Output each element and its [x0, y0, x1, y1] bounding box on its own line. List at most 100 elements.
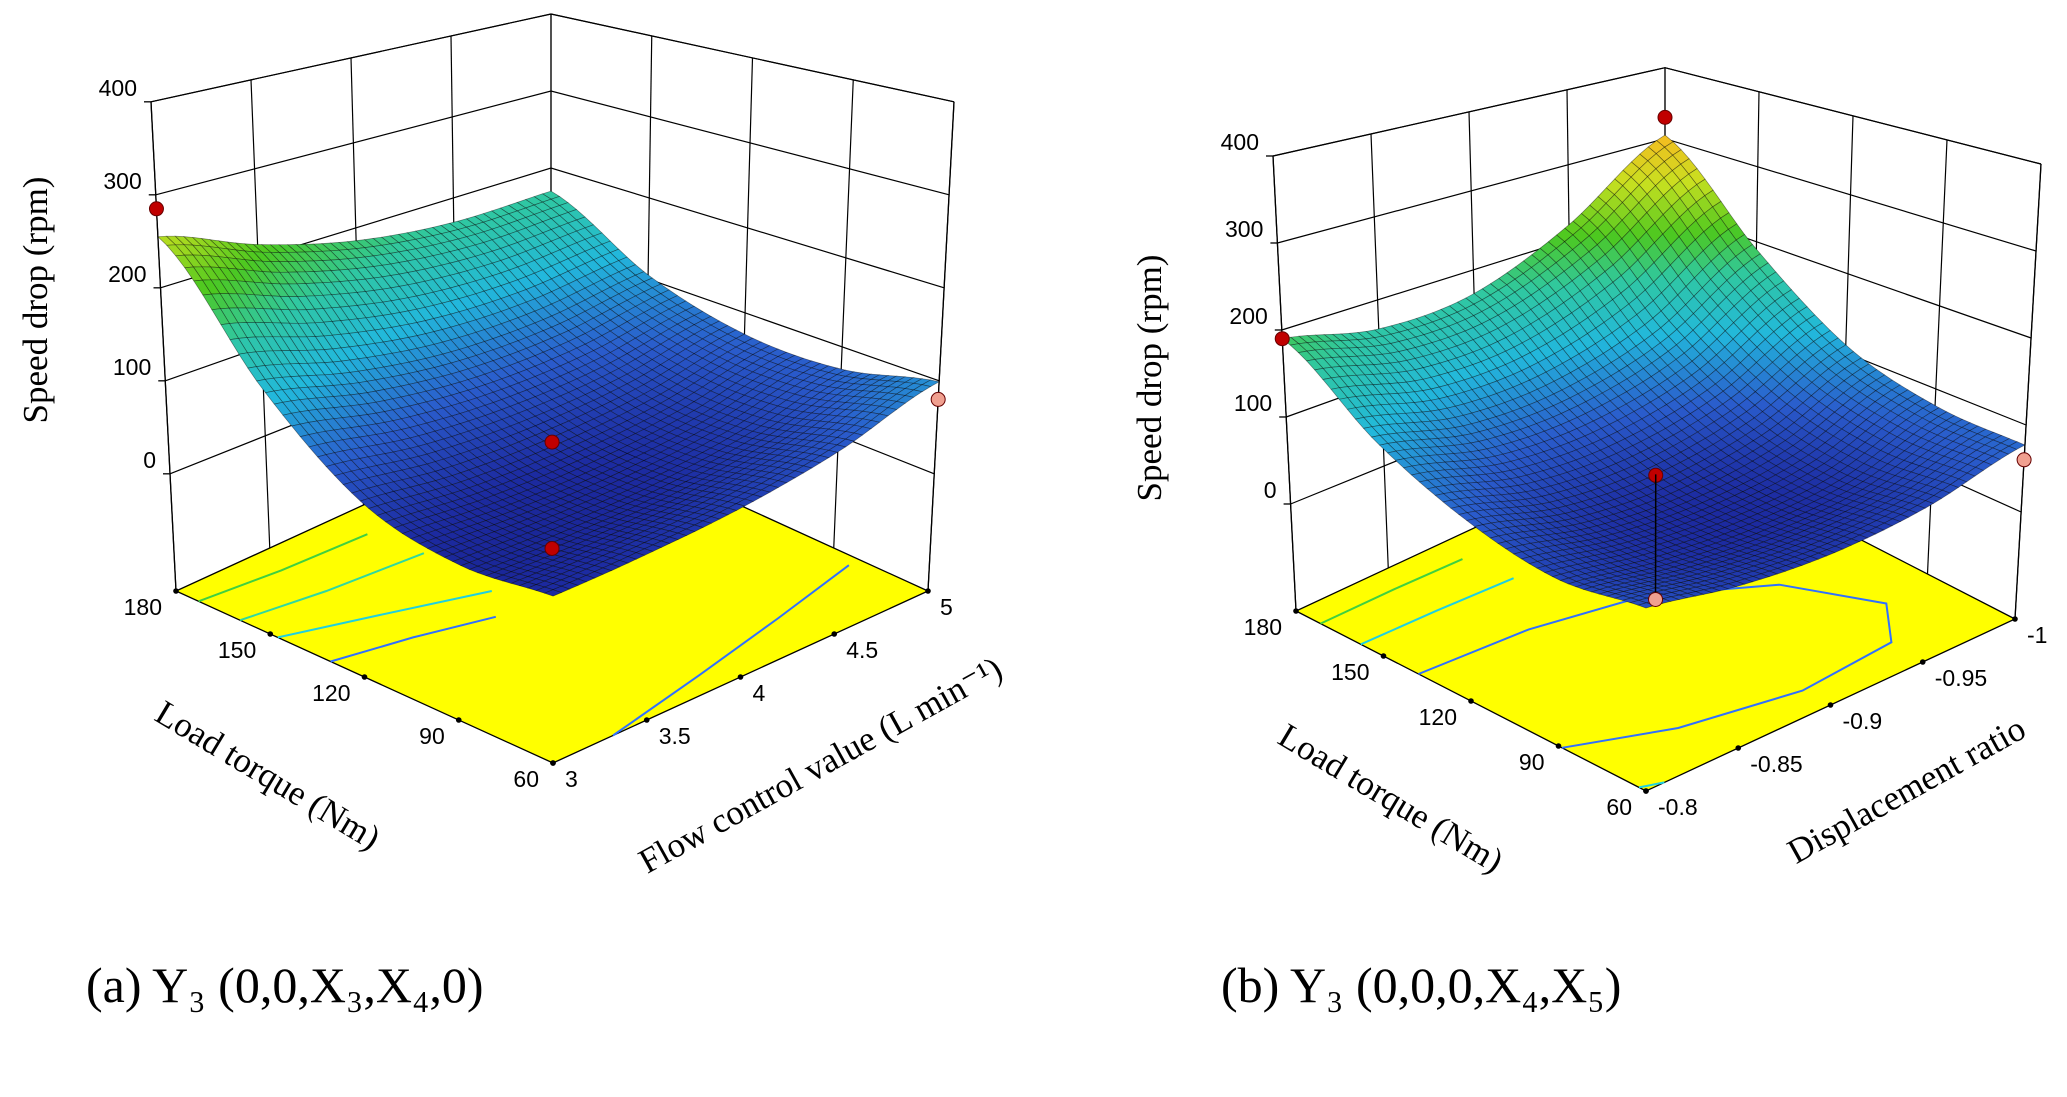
y-tick-mark: [737, 674, 744, 680]
x-tick-label: 120: [1419, 704, 1457, 730]
surface-cell: [526, 461, 545, 472]
x-tick-label: 90: [419, 723, 445, 749]
x-tick-label: 150: [1331, 659, 1369, 685]
surface-cell: [288, 322, 308, 338]
design-point: [1274, 331, 1290, 347]
surface-cell: [425, 355, 444, 368]
surface-cell: [324, 418, 344, 431]
y-tick-label: 3.5: [659, 723, 691, 749]
surface-cell: [349, 382, 368, 395]
surface-cell: [500, 320, 519, 334]
surface-cell: [287, 283, 307, 297]
surface-cell: [433, 341, 452, 355]
surface-cell: [576, 394, 595, 405]
surface-cell: [281, 363, 300, 377]
surface-cell: [350, 415, 369, 427]
surface-cell: [366, 355, 385, 369]
caption-a: (a) Y₃ (0,0,X₃,X₄,0): [86, 957, 484, 1013]
contour-line: [612, 564, 850, 737]
surface-cell: [501, 396, 520, 407]
surface-cell: [244, 259, 264, 272]
surface-cell: [459, 379, 478, 391]
surface-cell: [409, 435, 428, 447]
surface-cell: [296, 295, 316, 310]
z-tick-label: 200: [108, 261, 146, 287]
surface-cell: [484, 441, 503, 452]
surface-cell: [432, 277, 451, 291]
surface-cell: [474, 231, 493, 243]
surface-cell: [270, 283, 290, 297]
y-tick-mark: [1643, 788, 1649, 794]
surface-cell: [760, 459, 780, 467]
wall-gridline: [150, 13, 955, 103]
surface-cell: [853, 426, 872, 436]
surface-cell: [263, 336, 283, 352]
surface-cell: [476, 434, 495, 446]
surface-cell: [441, 351, 461, 364]
design-point: [544, 434, 560, 450]
surface-cell: [383, 376, 402, 389]
contour-line: [198, 533, 368, 603]
surface-cell: [501, 406, 520, 417]
surface-cell: [243, 250, 264, 262]
z-tick-label: 400: [1221, 129, 1259, 155]
surface-cell: [192, 254, 212, 268]
y-tick-label: 3: [565, 766, 578, 792]
surface-cell: [709, 450, 729, 458]
surface-cell: [306, 374, 326, 387]
surface-cell: [280, 336, 300, 351]
x-tick-mark: [455, 717, 462, 723]
design-point: [1657, 109, 1673, 125]
wall-gridline: [155, 90, 950, 196]
surface-cell: [383, 365, 402, 378]
z-tick-label: 300: [1225, 216, 1263, 242]
surface-cell: [500, 295, 519, 309]
surface-cell: [441, 274, 460, 289]
surface-cell: [576, 456, 595, 466]
y-tick-mark: [2012, 616, 2018, 622]
y-tick-label: -0.8: [1658, 794, 1698, 820]
surface-cell: [457, 226, 476, 238]
surface-cell: [643, 307, 662, 319]
x-tick-mark: [267, 631, 274, 637]
y-tick-mark: [643, 717, 650, 723]
surface-cell: [483, 250, 502, 264]
surface-cell: [415, 268, 434, 282]
surface-cell: [467, 387, 486, 399]
z-tick-label: 0: [143, 447, 156, 473]
surface-cell: [400, 372, 419, 385]
surface-cell: [425, 399, 444, 411]
surface-cell: [423, 244, 443, 257]
y-tick-label: -0.95: [1935, 665, 1987, 691]
response-surface: [157, 190, 941, 597]
x-tick-label: 180: [124, 594, 162, 620]
surface-cell: [408, 382, 427, 394]
surface-cell: [247, 366, 266, 382]
surface-cell: [475, 363, 494, 375]
z-axis-title-b: Speed drop (rpm): [1130, 255, 1169, 502]
surface-cell: [526, 406, 545, 417]
right-corner-line: [2014, 163, 2042, 620]
surface-cell: [467, 343, 486, 356]
surface-cell: [237, 322, 257, 338]
surface-cell: [338, 258, 358, 270]
surface-cell: [483, 288, 502, 302]
y-tick-label: -1: [2027, 622, 2047, 648]
surface-cell: [449, 238, 468, 250]
surface-cell: [423, 266, 443, 280]
surface-cell: [314, 335, 334, 350]
design-point: [2016, 452, 2032, 468]
surface-cell: [482, 239, 502, 252]
caption-b: (b) Y₃ (0,0,0,X₄,X₅): [1221, 957, 1621, 1013]
surface-cell: [844, 432, 864, 442]
surface-cell: [491, 207, 510, 218]
surface-cell: [618, 267, 637, 280]
surface-cell: [200, 237, 220, 249]
surface-cell: [289, 363, 309, 377]
surface-cell: [601, 453, 620, 462]
x-axis-title-b: Load torque (Nm): [1272, 716, 1510, 881]
wall-gridline: [150, 13, 955, 103]
z-axis-title-a: Speed drop (rpm): [16, 177, 55, 424]
surface-cell: [466, 331, 486, 345]
x-tick-mark: [1293, 608, 1299, 614]
